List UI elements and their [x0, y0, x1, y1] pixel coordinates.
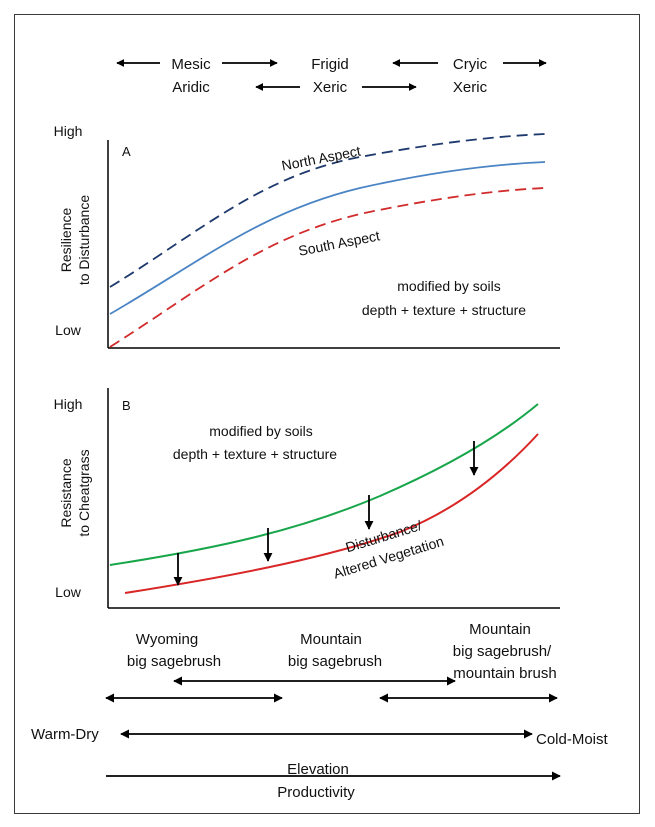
panel-b-ylabel-line2: to Cheatgrass [76, 449, 92, 536]
panel-b-low: Low [55, 584, 82, 600]
resistance-curve-upper [109, 403, 539, 566]
panel-a: A High Low Resilience to Disturbance Nor… [54, 123, 560, 349]
vegetation-types: Wyoming big sagebrush Mountain big sageb… [105, 621, 558, 703]
panel-b: B High Low Resistance to Cheatgrass modi… [54, 388, 560, 609]
panel-a-low: Low [55, 322, 82, 338]
panel-a-high: High [54, 123, 83, 139]
resistance-curve-lower [124, 433, 539, 594]
panel-a-note-line2: depth + texture + structure [362, 302, 526, 318]
panel-b-letter: B [122, 398, 131, 413]
north-aspect-label: North Aspect [280, 143, 362, 174]
veg-mtn-brush-line1: Mountain [469, 621, 531, 638]
gradient-elevation: Elevation [287, 761, 349, 778]
panel-a-note-line1: modified by soils [397, 278, 501, 294]
regime-mesic: Mesic [171, 56, 211, 73]
decline-arrows [173, 441, 479, 586]
figure-border [14, 14, 640, 814]
regime-arrows [116, 59, 547, 91]
panel-b-high: High [54, 396, 83, 412]
veg-mtn-brush-line2: big sagebrush/ [453, 643, 552, 660]
gradient-warm-dry: Warm-Dry [31, 726, 99, 743]
gradient-cold-moist: Cold-Moist [536, 731, 609, 748]
panel-b-note-line1: modified by soils [209, 423, 313, 439]
panel-b-ylabel-line1: Resistance [58, 458, 74, 527]
panel-a-letter: A [122, 144, 131, 159]
regime-cryic: Cryic [453, 56, 488, 73]
veg-mountain-line1: Mountain [300, 631, 362, 648]
panel-a-ylabel-line1: Resilience [58, 207, 74, 272]
north-aspect-curve [109, 133, 546, 288]
south-aspect-label: South Aspect [297, 227, 381, 258]
regime-xeric-mid: Xeric [313, 79, 348, 96]
average-curve [109, 161, 546, 315]
panel-b-note-line2: depth + texture + structure [173, 446, 337, 462]
veg-wyoming-line1: Wyoming [136, 631, 198, 648]
south-aspect-curve [109, 187, 546, 348]
gradient-productivity: Productivity [277, 784, 355, 801]
panel-a-ylabel-line2: to Disturbance [76, 195, 92, 285]
environmental-gradient: Warm-Dry Cold-Moist Elevation Productivi… [31, 726, 609, 801]
regime-aridic: Aridic [172, 79, 210, 96]
veg-wyoming-line2: big sagebrush [127, 653, 221, 670]
veg-mtn-brush-line3: mountain brush [453, 665, 556, 682]
veg-mountain-line2: big sagebrush [288, 653, 382, 670]
regime-frigid: Frigid [311, 56, 349, 73]
regime-xeric-right: Xeric [453, 79, 488, 96]
